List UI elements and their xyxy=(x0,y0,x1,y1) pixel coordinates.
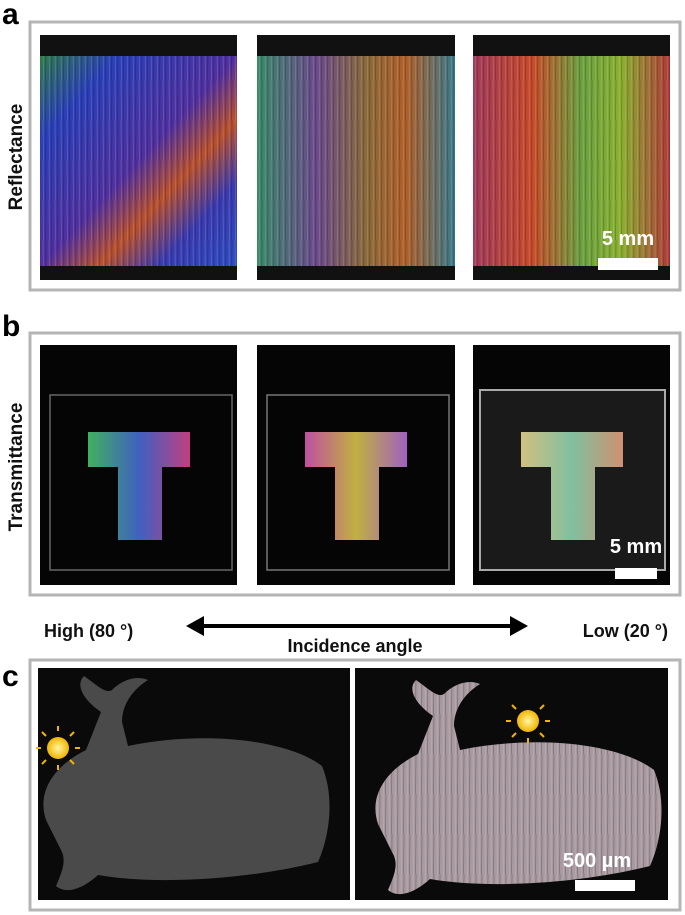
whale-images xyxy=(36,668,668,900)
row-label: Reflectance xyxy=(6,104,27,211)
double-arrow xyxy=(186,616,528,636)
axis-center-label: Incidence angle xyxy=(287,636,422,656)
scale-bar-label: 5 mm xyxy=(610,536,662,558)
row-label: Transmittance xyxy=(6,403,27,532)
axis-left-label: High (80 °) xyxy=(44,621,133,641)
axis-right-label: Low (20 °) xyxy=(583,621,668,641)
panel-label: a xyxy=(2,0,19,31)
scale-bar-label: 500 µm xyxy=(563,850,631,872)
scale-bar xyxy=(598,258,658,270)
transmittance-images xyxy=(40,345,670,585)
panel-frame xyxy=(28,658,682,912)
reflectance-images xyxy=(40,35,670,280)
panel-frame xyxy=(28,20,682,292)
panel-frame xyxy=(28,331,682,597)
scale-bar-label: 5 mm xyxy=(602,228,654,250)
panel-label: b xyxy=(2,310,20,343)
panel-label: c xyxy=(2,660,19,693)
scale-bar xyxy=(615,568,657,579)
scale-bar xyxy=(575,880,635,891)
